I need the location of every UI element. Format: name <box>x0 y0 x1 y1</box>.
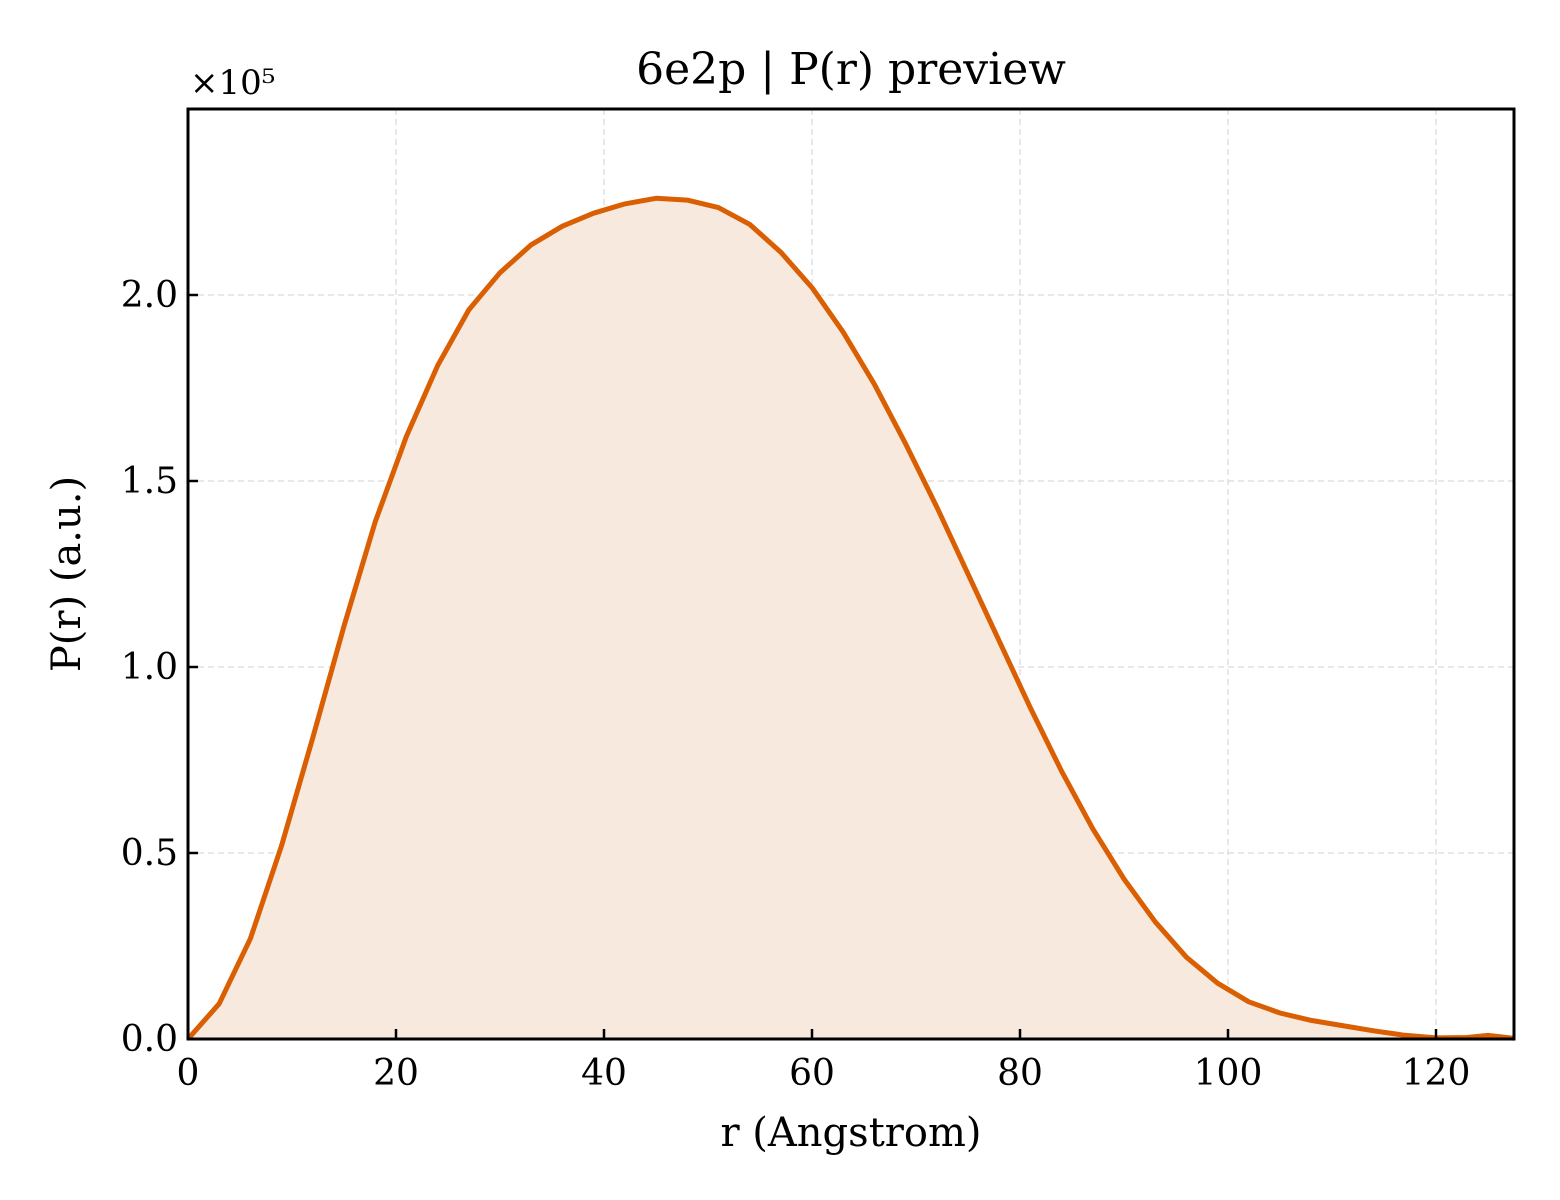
y-axis-label: P(r) (a.u.) <box>44 476 90 672</box>
area-fill <box>188 198 1514 1040</box>
x-tick-label: 0 <box>177 1053 200 1094</box>
x-axis-label: r (Angstrom) <box>720 1110 981 1156</box>
plot-frame <box>186 107 1516 1041</box>
x-tick-label: 60 <box>789 1053 835 1094</box>
y-tick-label: 1.5 <box>121 461 178 502</box>
x-tick-label: 120 <box>1402 1053 1471 1094</box>
y-tick-label: 1.0 <box>121 647 178 688</box>
x-tick-label: 40 <box>581 1053 627 1094</box>
chart-title: 6e2p | P(r) preview <box>636 44 1066 95</box>
series-line <box>186 195 1515 1041</box>
x-tick-label: 100 <box>1194 1053 1263 1094</box>
axis-ticks: 0 20 40 60 80 100 120 0.0 0.5 1.0 1.5 2.0 <box>121 275 1471 1094</box>
x-tick-label: 20 <box>373 1053 419 1094</box>
y-tick-label: 0.5 <box>121 833 178 874</box>
y-tick-label: 0.0 <box>121 1019 178 1060</box>
x-tick-label: 80 <box>997 1053 1043 1094</box>
y-offset-label: ×10⁵ <box>190 63 275 103</box>
y-tick-label: 2.0 <box>121 275 178 316</box>
